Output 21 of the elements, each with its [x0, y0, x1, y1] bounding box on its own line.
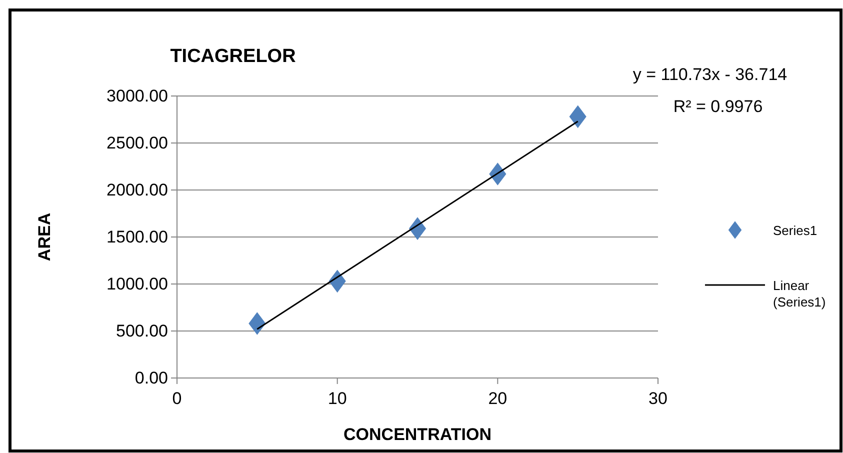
point: [489, 162, 506, 186]
point: [248, 312, 266, 335]
x-tick-label: 20: [488, 389, 508, 408]
y-tick-label: 1500.00: [106, 227, 168, 246]
text: Series1: [773, 223, 818, 238]
y-tick-label: 500.00: [116, 321, 168, 340]
x-tick-label: 10: [328, 389, 347, 408]
legend-label: Linear (Series1): [773, 278, 826, 310]
point: [569, 105, 586, 128]
x-axis-title: CONCENTRATION: [344, 425, 492, 444]
y-axis-title: AREA: [35, 212, 54, 262]
y-tick-label: 2500.00: [106, 133, 168, 152]
chart-title: TICAGRELOR: [170, 46, 296, 67]
x-tick-label: 30: [648, 389, 668, 408]
y-tick-label: 2000.00: [106, 180, 168, 200]
text: y = 110.73x - 36.714: [632, 65, 788, 84]
y-tick-label: 3000.00: [106, 86, 168, 106]
y-tick-label: 0.00: [134, 368, 168, 388]
x-tick-label: 0: [172, 389, 182, 408]
text: R² = 0.9976: [673, 97, 763, 116]
y-tick-label: 1000.00: [106, 274, 168, 294]
